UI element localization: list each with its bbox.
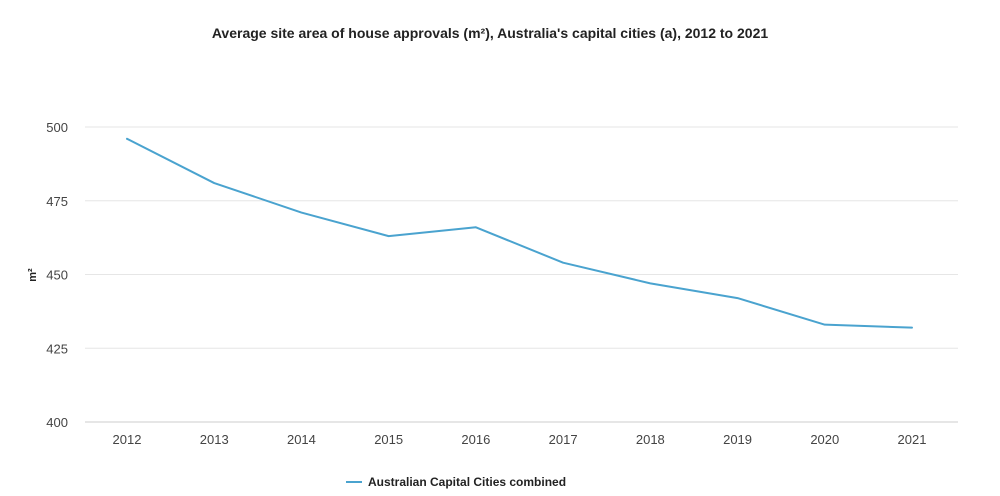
- x-tick-label: 2020: [810, 432, 839, 447]
- y-axis-ticks: 400 425 450 475 500: [46, 120, 68, 430]
- series-group: [121, 133, 918, 334]
- y-tick-label: 425: [46, 341, 68, 356]
- x-tick-label: 2019: [723, 432, 752, 447]
- data-point[interactable]: [557, 257, 569, 269]
- data-point[interactable]: [906, 322, 918, 334]
- x-tick-label: 2013: [200, 432, 229, 447]
- series-line[interactable]: [126, 137, 913, 329]
- data-point[interactable]: [819, 319, 831, 331]
- y-tick-label: 400: [46, 415, 68, 430]
- x-tick-label: 2021: [898, 432, 927, 447]
- y-tick-label: 475: [46, 194, 68, 209]
- x-tick-label: 2015: [374, 432, 403, 447]
- y-tick-label: 450: [46, 268, 68, 283]
- legend-label: Australian Capital Cities combined: [368, 475, 566, 489]
- x-tick-label: 2017: [549, 432, 578, 447]
- x-tick-label: 2018: [636, 432, 665, 447]
- legend[interactable]: Australian Capital Cities combined: [346, 475, 566, 489]
- grid: [85, 126, 958, 423]
- data-point[interactable]: [644, 277, 656, 289]
- x-axis-ticks: 2012 2013 2014 2015 2016 2017 2018 2019 2020 2021: [113, 432, 927, 447]
- data-point[interactable]: [732, 292, 744, 304]
- y-axis-label: m²: [27, 268, 39, 282]
- chart-title: Average site area of house approvals (m²…: [212, 25, 769, 41]
- data-point[interactable]: [383, 230, 395, 242]
- data-point[interactable]: [470, 221, 482, 233]
- x-tick-label: 2012: [113, 432, 142, 447]
- data-point[interactable]: [121, 133, 133, 145]
- x-tick-label: 2014: [287, 432, 316, 447]
- data-point[interactable]: [208, 177, 220, 189]
- y-tick-label: 500: [46, 120, 68, 135]
- x-tick-label: 2016: [461, 432, 490, 447]
- data-point[interactable]: [295, 207, 307, 219]
